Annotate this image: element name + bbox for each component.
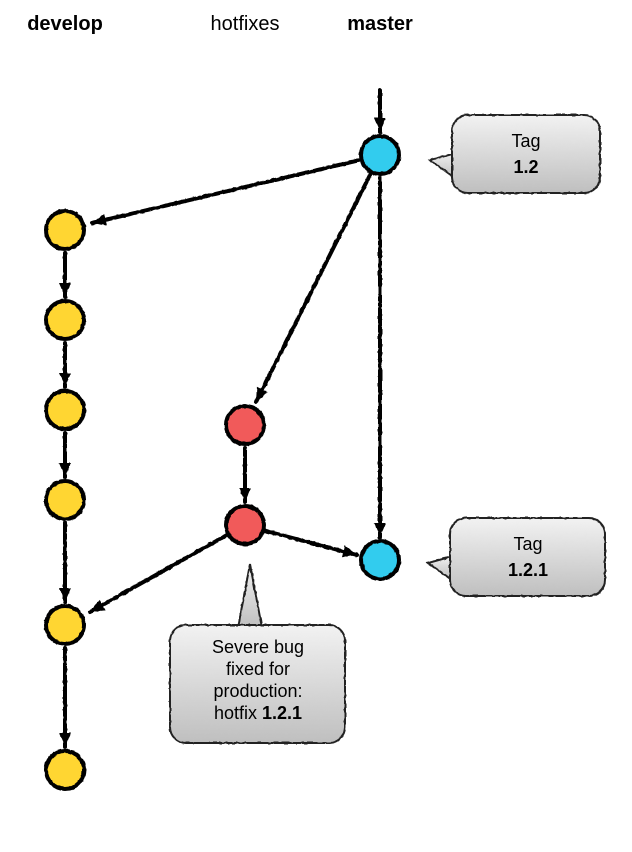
balloon-text: 1.2.1 [508,560,548,580]
balloon-text: hotfix 1.2.1 [214,703,302,723]
commit-d4 [46,481,84,519]
branch-labels: develop hotfixes master [27,13,413,35]
balloon-text: Tag [513,534,542,554]
commit-m1 [361,136,399,174]
edge [90,535,227,612]
commit-m2 [361,541,399,579]
balloon-text: fixed for [226,659,290,679]
balloon-tag121: Tag 1.2.1 [428,518,605,596]
branch-label-master: master [347,13,413,35]
balloon-tag12: Tag 1.2 [430,115,600,193]
commit-h1 [226,406,264,444]
commit-d6 [46,751,84,789]
edge [92,160,360,223]
balloon-text: production: [213,681,302,701]
balloon-text: 1.2 [513,157,538,177]
commit-d2 [46,301,84,339]
commit-d3 [46,391,84,429]
branch-label-hotfixes: hotfixes [211,13,280,35]
edge [266,531,357,555]
commit-d1 [46,211,84,249]
balloon-text: Severe bug [212,637,304,657]
commit-h2 [226,506,264,544]
commit-d5 [46,606,84,644]
gitflow-diagram: develop hotfixes master Tag 1.2 Tag 1.2.1 Seve… [0,0,632,852]
balloon-text: Tag [511,131,540,151]
branch-label-develop: develop [27,13,103,35]
edge [256,175,370,402]
balloon-hotfix-note: Severe bugfixed forproduction:hotfix 1.2… [170,564,345,743]
